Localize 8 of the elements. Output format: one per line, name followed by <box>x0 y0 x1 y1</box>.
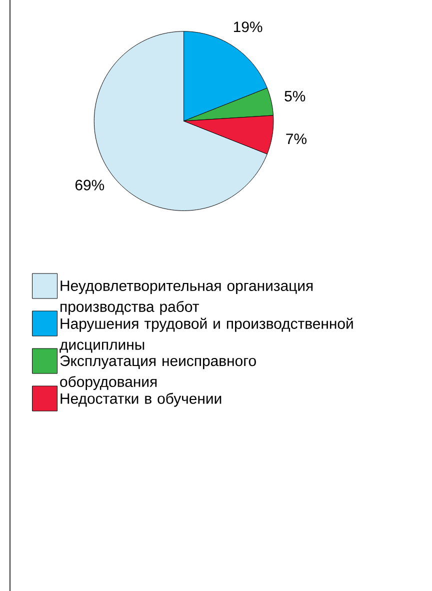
legend-label: Эксплуатация неисправного оборудования <box>60 356 256 390</box>
data-label: 5% <box>284 90 306 102</box>
legend-label: Нарушения трудовой и производственной дисциплины <box>60 318 353 353</box>
data-label: 19% <box>234 22 262 32</box>
legend-label: Неудовлетворительная организация производства работ <box>60 280 313 315</box>
data-label: 69% <box>75 180 104 190</box>
data-label: 7% <box>286 134 306 144</box>
legend-label: Недостатки в обучении <box>60 392 222 407</box>
